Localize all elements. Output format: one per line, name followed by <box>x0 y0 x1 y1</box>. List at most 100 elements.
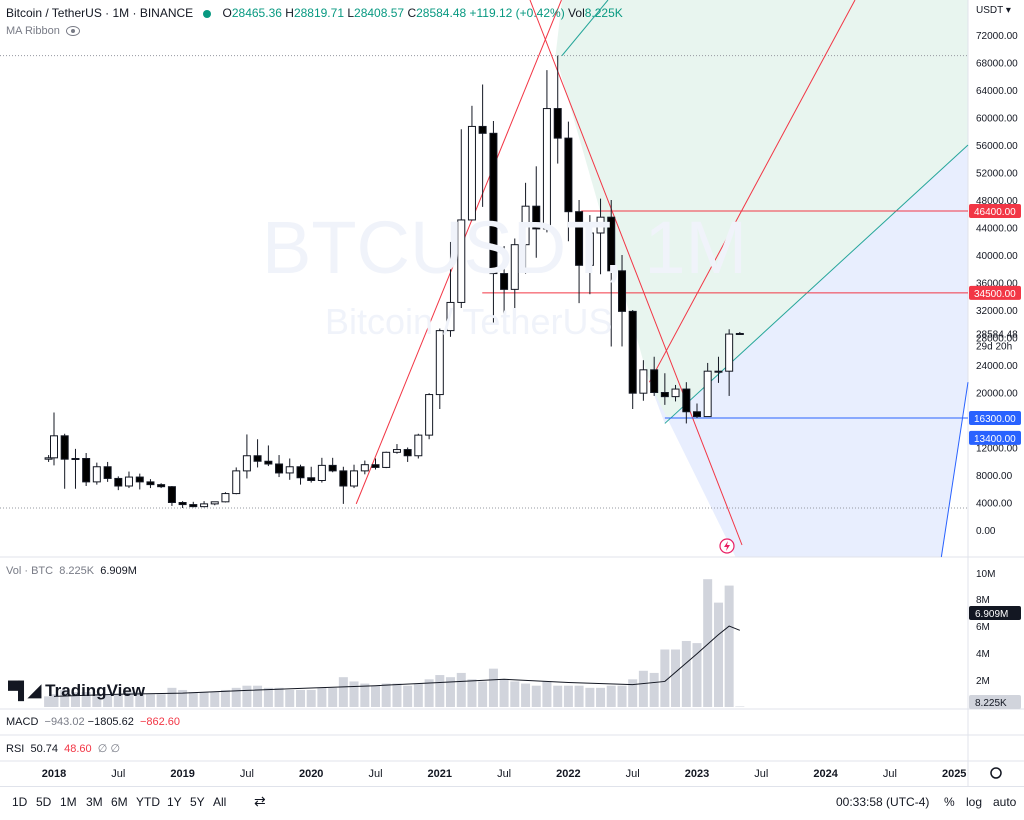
price-tick: 60000.00 <box>976 114 1018 125</box>
bottom-toolbar: 1D 5D 1M 3M 6M YTD 1Y 5Y All ⇄ 00:33:58 … <box>0 786 1024 820</box>
candle-24 <box>296 466 305 479</box>
time-tick: Jul <box>883 768 897 780</box>
price-tag-text: 13400.00 <box>974 434 1016 445</box>
candle-15 <box>200 503 209 508</box>
volume-bar-3 <box>70 692 80 707</box>
candle-4 <box>82 458 91 483</box>
time-tick: Jul <box>497 768 511 780</box>
price-tick: 0.00 <box>976 526 996 537</box>
volume-tag <box>969 695 1021 709</box>
candle-10 <box>146 481 155 486</box>
volume-ma-line <box>53 625 741 697</box>
price-tick: 48000.00 <box>976 196 1018 207</box>
volume-bar-6 <box>103 694 113 707</box>
rsi-legend[interactable]: RSI 50.74 48.60 ∅ ∅ <box>6 743 121 755</box>
time-tick: Jul <box>754 768 768 780</box>
chart-canvas[interactable]: USDT ▾ 72000.00 68000.00 64000.00 60000.00 56… <box>0 0 1024 786</box>
log-toggle[interactable]: log <box>966 795 983 809</box>
candle-37 <box>435 330 444 396</box>
candle-2 <box>60 435 69 460</box>
candle-48 <box>553 108 562 139</box>
time-tick: 2024 <box>813 768 838 780</box>
price-tag-text: 34500.00 <box>974 289 1016 300</box>
range-1m[interactable]: 1M <box>60 795 77 809</box>
candle-55 <box>628 310 637 394</box>
volume-bar-8 <box>124 692 134 707</box>
blue-zone <box>649 145 968 557</box>
volume-bar-56 <box>638 670 648 707</box>
date-range-icon[interactable]: ⇄ <box>254 793 266 809</box>
volume-bar-5 <box>92 694 102 707</box>
candle-1 <box>50 435 58 459</box>
time-tick: Jul <box>111 768 125 780</box>
volume-bar-65 <box>735 706 745 707</box>
volume-bar-24 <box>296 689 306 707</box>
volume-bar-60 <box>681 640 691 707</box>
volume-bar-38 <box>445 677 455 707</box>
candle-52 <box>596 216 605 234</box>
volume-bar-2 <box>60 689 70 707</box>
volume-bar-28 <box>338 677 348 707</box>
volume-bar-1 <box>49 694 59 707</box>
tradingview-logo[interactable]: ▀▌◢ TradingView <box>8 681 145 700</box>
volume-bar-0 <box>44 696 54 707</box>
range-5d[interactable]: 5D <box>36 795 52 809</box>
volume-bar-43 <box>499 679 509 707</box>
volume-bar-42 <box>488 668 498 707</box>
last-price: 28584.48 <box>976 329 1018 340</box>
candle-22 <box>275 463 284 474</box>
indicator-ma-ribbon[interactable]: MA Ribbon <box>6 25 80 37</box>
channel-top <box>561 0 609 56</box>
eye-icon[interactable] <box>65 26 80 37</box>
range-3m[interactable]: 3M <box>86 795 103 809</box>
candle-19 <box>242 455 251 472</box>
volume-bar-34 <box>403 685 413 707</box>
volume-bar-12 <box>167 687 177 707</box>
range-1d[interactable]: 1D <box>12 795 28 809</box>
symbol-title[interactable]: Bitcoin / TetherUS · 1M · BINANCE <box>6 6 194 20</box>
volume-bar-36 <box>424 679 434 707</box>
price-tag <box>969 410 1021 425</box>
volume-bar-20 <box>253 685 263 707</box>
volume-bar-50 <box>574 685 584 707</box>
volume-tick: 8M <box>976 595 990 606</box>
trendline-down <box>529 0 743 546</box>
volume-bar-41 <box>478 681 488 707</box>
range-all[interactable]: All <box>213 795 227 809</box>
volume-bar-11 <box>156 694 166 707</box>
price-tick: 56000.00 <box>976 141 1018 152</box>
gear-icon <box>990 767 1002 779</box>
clock-time[interactable]: 00:33:58 (UTC-4) <box>836 795 930 809</box>
range-6m[interactable]: 6M <box>111 795 128 809</box>
percent-toggle[interactable]: % <box>944 795 955 809</box>
volume-bar-29 <box>349 681 359 707</box>
background-zones <box>555 0 968 557</box>
candle-60 <box>682 388 691 413</box>
volume-bar-13 <box>178 689 188 707</box>
volume-bar-22 <box>274 687 284 707</box>
candle-39 <box>457 219 466 303</box>
candle-62 <box>703 370 712 418</box>
range-1y[interactable]: 1Y <box>167 795 182 809</box>
price-tick: 12000.00 <box>976 444 1018 455</box>
volume-bar-35 <box>413 683 423 707</box>
range-ytd[interactable]: YTD <box>136 795 160 809</box>
candle-56 <box>639 369 648 394</box>
macd-legend[interactable]: MACD −943.02 −1805.62 −862.60 <box>6 716 181 728</box>
volume-bar-23 <box>285 689 295 707</box>
volume-bar-45 <box>521 683 531 707</box>
volume-tag-text: 8.225K <box>975 698 1007 709</box>
volume-bar-48 <box>553 685 563 707</box>
price-tick: 68000.00 <box>976 59 1018 70</box>
range-5y[interactable]: 5Y <box>190 795 205 809</box>
candle-38 <box>446 301 455 332</box>
candle-57 <box>650 369 659 393</box>
candle-59 <box>671 388 680 398</box>
candle-30 <box>360 464 369 472</box>
countdown: 29d 20h <box>976 341 1012 352</box>
price-tick: 40000.00 <box>976 251 1018 262</box>
candle-27 <box>328 464 337 472</box>
auto-toggle[interactable]: auto <box>993 795 1017 809</box>
volume-bar-64 <box>724 585 734 707</box>
volume-bar-14 <box>188 692 198 707</box>
